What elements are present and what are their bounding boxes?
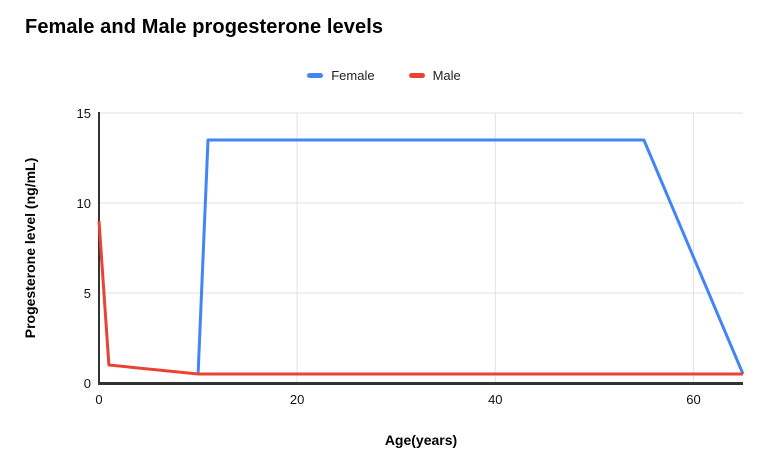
x-tick-label-60: 60 — [686, 392, 700, 407]
x-tick-label-40: 40 — [488, 392, 502, 407]
y-tick-label-0: 0 — [84, 376, 91, 391]
legend-label: Female — [331, 67, 375, 83]
series-line-female — [196, 138, 745, 375]
legend-swatch-male — [408, 72, 425, 78]
chart-title: Female and Male progesterone levels — [25, 16, 384, 38]
chart-legend: Female Male — [0, 66, 768, 84]
legend-item-female: Female — [307, 67, 375, 83]
x-tick-label-0: 0 — [95, 392, 102, 407]
series-line-male — [97, 220, 743, 376]
legend-label: Male — [432, 67, 461, 83]
y-tick-label-5: 5 — [84, 286, 91, 301]
y-axis-title: Progesterone level (ng/mL) — [22, 157, 38, 339]
x-axis-title: Age(years) — [384, 432, 458, 448]
y-tick-label-10: 10 — [77, 196, 91, 211]
legend-swatch-female — [307, 72, 324, 78]
x-tick-label-20: 20 — [290, 392, 304, 407]
y-tick-label-15: 15 — [77, 106, 91, 121]
legend-item-male: Male — [408, 67, 461, 83]
